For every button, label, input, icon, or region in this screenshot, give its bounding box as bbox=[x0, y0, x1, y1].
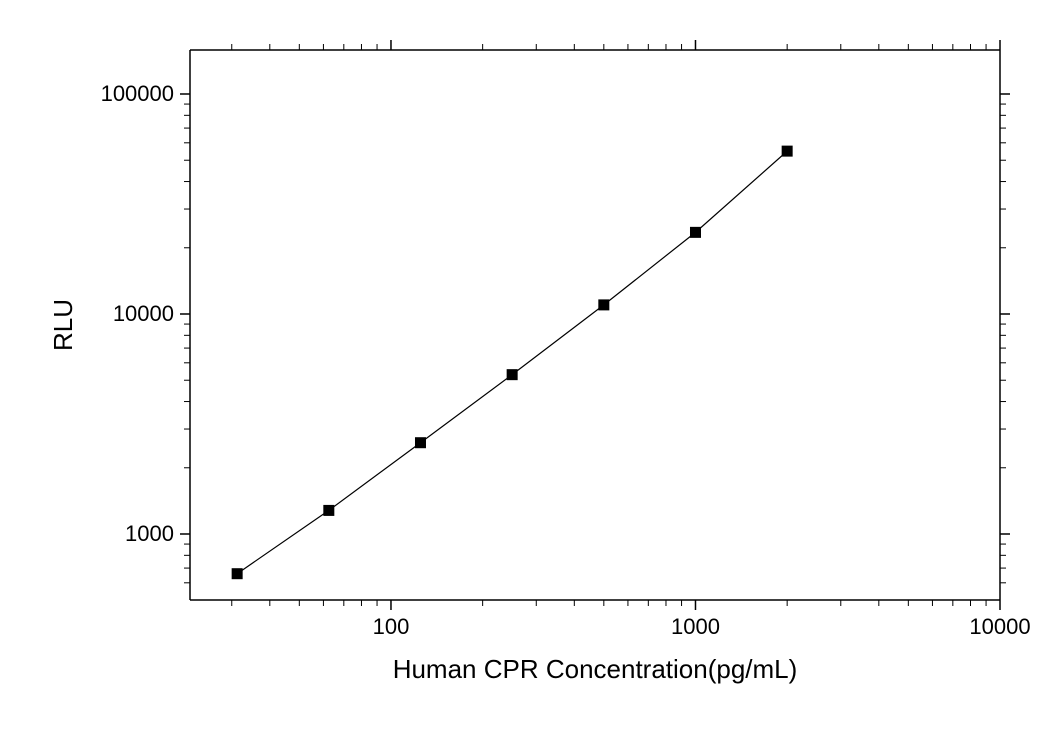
y-tick-label: 100000 bbox=[101, 81, 174, 106]
data-marker bbox=[415, 437, 426, 448]
y-tick-label: 10000 bbox=[113, 301, 174, 326]
data-marker bbox=[232, 568, 243, 579]
x-tick-label: 10000 bbox=[969, 614, 1030, 639]
y-tick-label: 1000 bbox=[125, 521, 174, 546]
x-tick-label: 100 bbox=[373, 614, 410, 639]
chart-svg: 100 1000 10000 1000 10000 100000 Human CPR Con… bbox=[0, 0, 1060, 744]
data-marker bbox=[598, 299, 609, 310]
chart-container: 100 1000 10000 1000 10000 100000 Human CPR Con… bbox=[0, 0, 1060, 744]
data-marker bbox=[323, 505, 334, 516]
data-marker bbox=[507, 369, 518, 380]
data-marker bbox=[690, 227, 701, 238]
data-marker bbox=[782, 146, 793, 157]
x-tick-label: 1000 bbox=[671, 614, 720, 639]
x-axis-label: Human CPR Concentration(pg/mL) bbox=[393, 654, 798, 684]
y-axis-label: RLU bbox=[48, 299, 78, 351]
